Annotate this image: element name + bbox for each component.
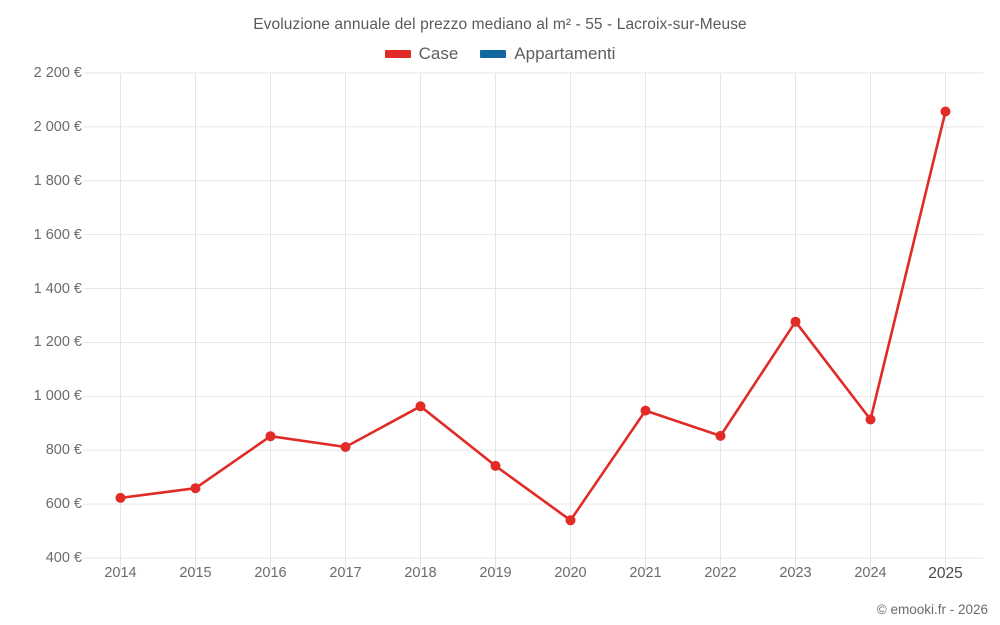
data-point[interactable]: [415, 401, 426, 412]
legend-item-appartamenti[interactable]: Appartamenti: [480, 44, 615, 64]
legend-label-case: Case: [418, 44, 459, 63]
data-point[interactable]: [265, 431, 276, 442]
data-point[interactable]: [865, 414, 876, 425]
x-tick-label: 2014: [104, 565, 137, 581]
legend-label-appartamenti: Appartamenti: [514, 44, 616, 63]
y-tick-label: 2 200 €: [33, 65, 82, 81]
data-point[interactable]: [715, 430, 726, 441]
x-tick-label: 2017: [329, 565, 362, 581]
x-tick-label: 2025: [928, 565, 963, 582]
x-tick-label: 2020: [554, 565, 587, 581]
legend-swatch-appartamenti: [480, 50, 507, 58]
data-point[interactable]: [115, 492, 126, 503]
chart-legend: Case Appartamenti: [0, 44, 1000, 64]
y-tick-label: 800 €: [45, 442, 82, 459]
y-tick-label: 1 200 €: [33, 334, 82, 351]
copyright-footer: © emooki.fr - 2026: [876, 602, 988, 617]
legend-swatch-case: [384, 50, 411, 58]
y-axis-tick-labels: 400 € 600 € 800 € 1 000 € 1 200 € 1 400 € 1 60…: [0, 0, 82, 625]
x-tick-label: 2024: [854, 565, 887, 581]
x-tick-label: 2019: [479, 565, 512, 581]
data-point[interactable]: [340, 442, 351, 452]
data-point[interactable]: [190, 483, 201, 494]
y-tick-label: 1 600 €: [33, 226, 82, 243]
x-tick-label: 2016: [254, 565, 287, 581]
y-tick-label: 1 400 €: [33, 280, 82, 297]
chart-title: Evoluzione annuale del prezzo mediano al…: [253, 16, 747, 33]
data-point[interactable]: [940, 106, 951, 117]
x-tick-label: 2023: [779, 565, 812, 581]
legend-item-case[interactable]: Case: [384, 44, 459, 64]
y-tick-label: 400 €: [45, 550, 82, 566]
x-tick-label: 2021: [629, 565, 662, 581]
y-tick-label: 600 €: [45, 496, 82, 513]
data-point[interactable]: [490, 460, 501, 471]
x-tick-label: 2015: [179, 565, 212, 581]
y-tick-label: 1 000 €: [33, 388, 82, 405]
series-line-case: [119, 110, 947, 522]
x-tick-label: 2018: [404, 565, 437, 581]
data-point[interactable]: [565, 515, 576, 526]
y-tick-label: 2 000 €: [33, 118, 82, 135]
data-point[interactable]: [640, 405, 651, 416]
data-point[interactable]: [790, 316, 801, 327]
y-tick-label: 1 800 €: [33, 172, 82, 189]
x-tick-label: 2022: [704, 565, 737, 581]
